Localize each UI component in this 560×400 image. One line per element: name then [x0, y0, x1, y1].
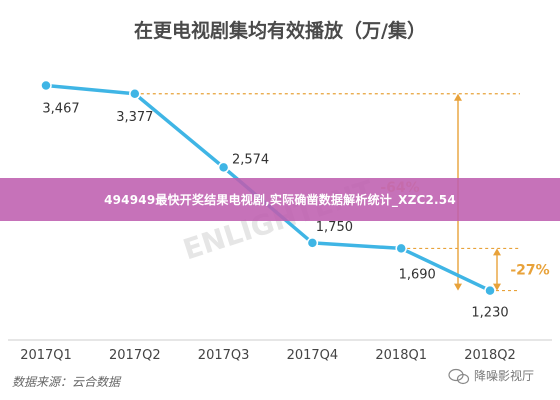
corner-watermark: 降噪影视厅	[474, 368, 534, 383]
x-axis: 2017Q1 2017Q2 2017Q3 2017Q4 2018Q1 2018Q2	[8, 339, 552, 363]
x-tick-label-2017Q1: 2017Q1	[20, 348, 72, 363]
data-point-2017Q4	[306, 237, 319, 249]
overlay-banner: 494949最快开奖结果电视剧,实际确凿数据解析统计_XZC2.54	[0, 178, 560, 221]
data-point-2018Q2	[484, 284, 496, 297]
x-tick-label-2017Q2: 2017Q2	[109, 348, 161, 363]
x-tick-label-2018Q1: 2018Q1	[375, 348, 427, 363]
data-point-2017Q1	[40, 79, 52, 92]
annotation-label-27: -27%	[510, 263, 549, 279]
data-label-2017Q3: 2,574	[232, 152, 269, 167]
data-point-2018Q1	[395, 242, 407, 255]
x-tick-label-2017Q4: 2017Q4	[287, 348, 339, 363]
wechat-icon	[448, 368, 470, 385]
overlay-text: 494949最快开奖结果电视剧,实际确凿数据解析统计_XZC2.54	[104, 193, 456, 207]
arrow-64-head-top	[454, 93, 462, 101]
data-point-2017Q2	[129, 88, 141, 100]
arrow-64-head-bottom	[454, 283, 462, 291]
x-tick-label-2017Q3: 2017Q3	[198, 348, 250, 363]
x-tick-label-2018Q2: 2018Q2	[464, 348, 516, 363]
source-note: 数据来源：云合数据	[12, 375, 122, 389]
data-label-2017Q4: 1,750	[316, 220, 353, 235]
data-label-2018Q2: 1,230	[471, 306, 508, 321]
data-point-2017Q3	[217, 161, 230, 174]
data-labels-layer: 3,467 3,377 2,574 1,750 1,690 1,230	[42, 102, 508, 321]
arrow-27-head-top	[493, 248, 501, 256]
data-label-2017Q2: 3,377	[116, 110, 153, 125]
chart-title: 在更电视剧集均有效播放（万/集）	[134, 19, 426, 42]
data-label-2017Q1: 3,467	[42, 102, 79, 117]
arrow-27-head-bottom	[493, 283, 501, 291]
data-label-2018Q1: 1,690	[399, 267, 436, 282]
